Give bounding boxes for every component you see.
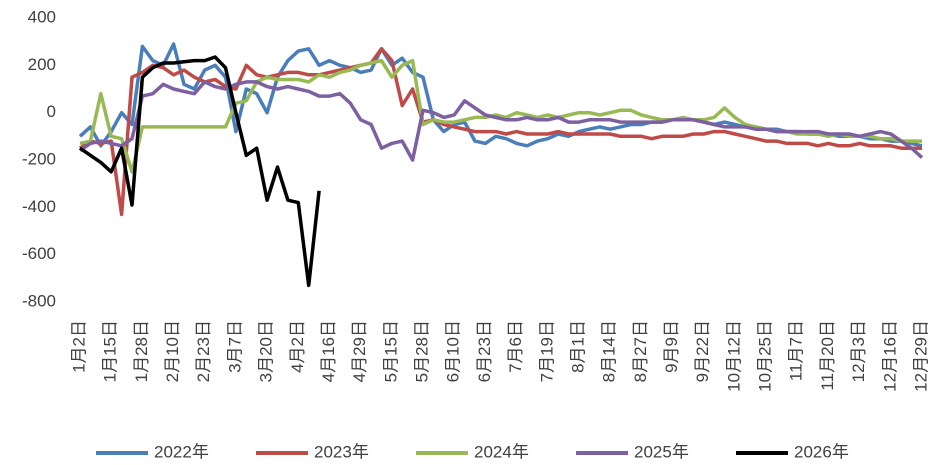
x-tick-label: 7月19日 (537, 320, 556, 382)
x-tick-label: 1月15日 (101, 320, 120, 382)
x-tick-label: 8月1日 (568, 320, 587, 373)
x-tick-label: 1月2日 (69, 320, 88, 373)
x-tick-label: 11月20日 (818, 320, 837, 391)
legend-label: 2022年 (154, 442, 209, 461)
y-tick-label: -800 (22, 291, 56, 310)
legend-label: 2026年 (794, 442, 849, 461)
x-tick-label: 12月29日 (911, 320, 930, 392)
series-line (79, 55, 321, 288)
x-tick-label: 6月23日 (475, 320, 494, 382)
x-tick-label: 8月14日 (600, 320, 619, 382)
x-tick-label: 5月15日 (381, 320, 400, 382)
series-line (79, 58, 922, 174)
x-tick-label: 5月28日 (413, 320, 432, 382)
x-tick-label: 12月16日 (880, 320, 899, 392)
y-tick-label: 400 (28, 7, 56, 26)
x-tick-label: 2月23日 (194, 320, 213, 382)
x-tick-label: 6月10日 (444, 320, 463, 382)
x-tick-label: 10月25日 (756, 320, 775, 392)
y-tick-label: -400 (22, 197, 56, 216)
x-tick-label: 9月22日 (693, 320, 712, 382)
x-tick-label: 1月28日 (132, 320, 151, 382)
y-tick-label: 0 (47, 102, 56, 121)
legend-label: 2024年 (474, 442, 529, 461)
x-tick-label: 4月16日 (319, 320, 338, 382)
x-tick-label: 3月7日 (225, 320, 244, 373)
x-tick-label: 10月12日 (724, 320, 743, 392)
x-tick-label: 11月7日 (787, 320, 806, 381)
series-line (79, 80, 924, 162)
legend-label: 2025年 (634, 442, 689, 461)
legend-label: 2023年 (314, 442, 369, 461)
x-tick-label: 4月2日 (288, 320, 307, 373)
series-line (79, 47, 922, 217)
y-tick-label: 200 (28, 55, 56, 74)
x-tick-label: 9月9日 (662, 320, 681, 373)
x-tick-label: 4月29日 (350, 320, 369, 382)
x-tick-label: 3月20日 (257, 320, 276, 382)
x-tick-label: 2月10日 (163, 320, 182, 382)
x-tick-label: 12月3日 (849, 320, 868, 382)
x-tick-label: 8月27日 (631, 320, 650, 382)
y-tick-label: -200 (22, 149, 56, 168)
y-tick-label: -600 (22, 244, 56, 263)
x-tick-label: 7月6日 (506, 320, 525, 373)
